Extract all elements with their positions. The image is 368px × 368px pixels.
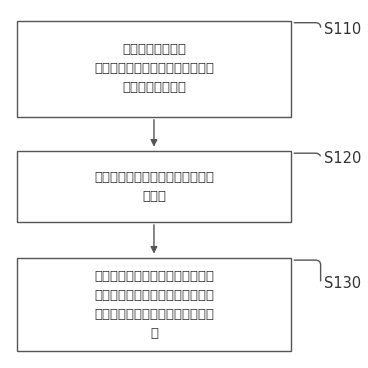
Text: 接合上盖体与所述板体密合并包覆
所述芯体和所述扁平状线圈，且使
所述两接脚部分别自所述出线槽外
露: 接合上盖体与所述板体密合并包覆 所述芯体和所述扁平状线圈，且使 所述两接脚部分别… [94,269,214,340]
Bar [17,151,291,222]
Bar [17,258,291,351]
Text: 将扁平状线圈安装
在板体的上表面上且使两接脚部分
别对应到两出线槽: 将扁平状线圈安装 在板体的上表面上且使两接脚部分 别对应到两出线槽 [94,43,214,95]
Bar [17,21,291,117]
Text: 将芯体插置在所述扁平状线圈的中
空部内: 将芯体插置在所述扁平状线圈的中 空部内 [94,171,214,203]
Text: S130: S130 [324,276,361,291]
Text: S110: S110 [324,22,361,38]
Text: S120: S120 [324,151,361,166]
